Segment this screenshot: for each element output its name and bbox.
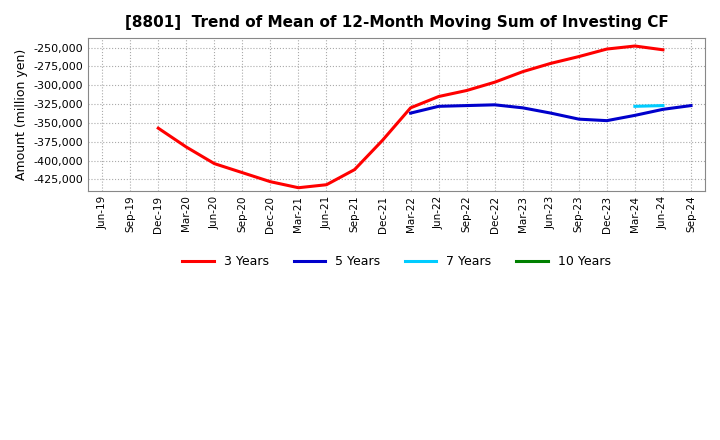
Title: [8801]  Trend of Mean of 12-Month Moving Sum of Investing CF: [8801] Trend of Mean of 12-Month Moving …	[125, 15, 668, 30]
Y-axis label: Amount (million yen): Amount (million yen)	[15, 49, 28, 180]
Legend: 3 Years, 5 Years, 7 Years, 10 Years: 3 Years, 5 Years, 7 Years, 10 Years	[177, 250, 616, 273]
